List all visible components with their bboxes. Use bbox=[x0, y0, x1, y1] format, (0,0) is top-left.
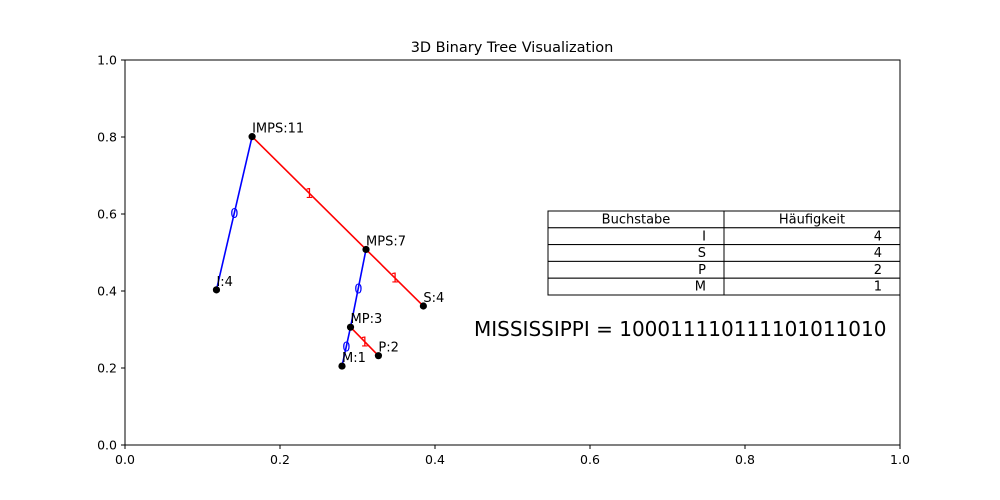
node-label: IMPS:11 bbox=[252, 122, 304, 137]
edge-IMPS-I bbox=[215, 136, 253, 291]
edge-label: 1 bbox=[360, 335, 368, 350]
axis-ticks: 0.0 0.2 0.4 0.6 0.8 1.0 0.0 0.2 0.4 0.6 0.8 1.0 bbox=[97, 53, 910, 468]
x-tick-label: 0.8 bbox=[735, 452, 755, 467]
table-value: P bbox=[698, 263, 706, 278]
edge-IMPS-MPS bbox=[251, 136, 367, 250]
x-tick-label: 1.0 bbox=[890, 452, 910, 467]
node-P bbox=[374, 352, 383, 360]
node-label: S:4 bbox=[423, 291, 444, 306]
y-tick-label: 0.6 bbox=[97, 207, 117, 222]
node-I bbox=[212, 286, 221, 294]
node-label: MPS:7 bbox=[366, 234, 406, 249]
edge-MP-M bbox=[341, 327, 352, 367]
y-tick-label: 0.2 bbox=[97, 361, 117, 376]
node-label: MP:3 bbox=[351, 312, 383, 327]
chart-title: 3D Binary Tree Visualization bbox=[411, 40, 614, 56]
node-MPS bbox=[362, 245, 370, 254]
table-header: Häufigkeit bbox=[779, 213, 845, 228]
tree-nodes: IMPS:11 I:4 MPS:7 S:4 MP:3 P:2 M:1 bbox=[212, 122, 444, 370]
node-M bbox=[338, 362, 346, 370]
table-value: 4 bbox=[874, 246, 882, 261]
y-tick-label: 1.0 bbox=[97, 53, 117, 68]
edge-label: 1 bbox=[391, 272, 399, 287]
y-tick-label: 0.8 bbox=[97, 130, 117, 145]
y-tick-label: 0.4 bbox=[97, 284, 117, 299]
table-value: S bbox=[698, 246, 706, 261]
table-cell bbox=[723, 277, 901, 296]
edge-label: 0 bbox=[230, 207, 238, 222]
table-value: M bbox=[695, 280, 706, 295]
edge-label: 0 bbox=[354, 282, 362, 297]
table-header: Buchstabe bbox=[602, 213, 671, 228]
y-tick-label: 0.0 bbox=[97, 438, 117, 453]
encoding-text: MISSISSIPPI = 100011110111101011010 bbox=[474, 317, 886, 341]
x-tick-label: 0.2 bbox=[270, 452, 290, 467]
table-value: 1 bbox=[874, 280, 882, 295]
edge-MPS-MP bbox=[349, 249, 367, 328]
x-tick-label: 0.0 bbox=[115, 452, 135, 467]
frequency-table: Buchstabe Häufigkeit I 4 S 4 P 2 M 1 bbox=[547, 210, 901, 296]
node-IMPS bbox=[248, 133, 256, 141]
node-MP bbox=[346, 323, 355, 331]
node-label: P:2 bbox=[378, 341, 399, 356]
table-value: 2 bbox=[874, 263, 882, 278]
table-value: I bbox=[702, 229, 706, 244]
edge-MP-P bbox=[349, 326, 379, 357]
node-S bbox=[419, 302, 427, 310]
edge-label: 0 bbox=[342, 341, 350, 356]
x-tick-label: 0.6 bbox=[580, 452, 600, 467]
node-label: M:1 bbox=[342, 351, 366, 366]
table-value: 4 bbox=[874, 229, 882, 244]
x-tick-label: 0.4 bbox=[425, 452, 445, 467]
table-cell bbox=[547, 227, 725, 246]
node-label: I:4 bbox=[216, 275, 233, 290]
edge-MPS-S bbox=[365, 248, 424, 307]
edge-label: 1 bbox=[305, 187, 313, 202]
